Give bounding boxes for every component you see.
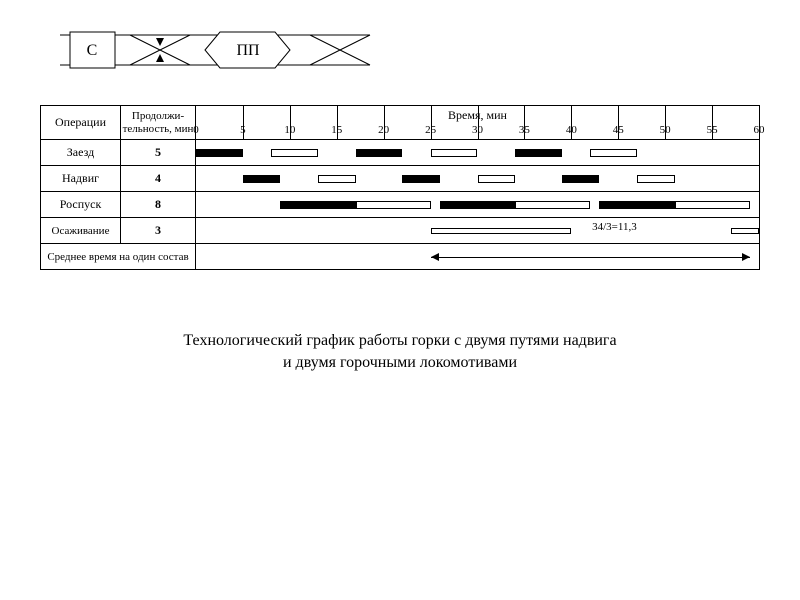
footer-label: Среднее время на один состав bbox=[41, 244, 196, 270]
op-timeline: 34/3=11,3 bbox=[196, 218, 760, 244]
gantt-bar bbox=[356, 149, 403, 157]
op-timeline bbox=[196, 192, 760, 218]
gantt-table: Операции Продолжи- тельность, мин Время,… bbox=[40, 105, 760, 270]
gantt-bar bbox=[637, 175, 675, 183]
gantt-bar bbox=[356, 201, 431, 209]
footer-row: Среднее время на один состав bbox=[41, 244, 760, 270]
table-row: Заезд 5 bbox=[41, 140, 760, 166]
op-timeline bbox=[196, 140, 760, 166]
track-schematic: С ПП bbox=[60, 20, 760, 85]
gantt-bar bbox=[243, 175, 281, 183]
op-duration: 8 bbox=[121, 192, 196, 218]
gantt-bar bbox=[271, 149, 318, 157]
op-duration: 4 bbox=[121, 166, 196, 192]
table-row: Осаживание 3 34/3=11,3 bbox=[41, 218, 760, 244]
op-duration: 3 bbox=[121, 218, 196, 244]
tick-label: 0 bbox=[193, 124, 199, 136]
track-right-label: ПП bbox=[236, 42, 260, 59]
header-duration: Продолжи- тельность, мин bbox=[121, 106, 196, 140]
op-name: Роспуск bbox=[41, 192, 121, 218]
gantt-bar bbox=[431, 228, 572, 234]
gantt-bar bbox=[562, 175, 600, 183]
header-row: Операции Продолжи- тельность, мин Время,… bbox=[41, 106, 760, 140]
gantt-bar bbox=[440, 201, 515, 209]
annotation-text: 34/3=11,3 bbox=[590, 221, 639, 233]
gantt-bar bbox=[478, 175, 516, 183]
op-duration: 5 bbox=[121, 140, 196, 166]
table-row: Роспуск 8 bbox=[41, 192, 760, 218]
gantt-bar bbox=[590, 149, 637, 157]
gantt-bar bbox=[731, 228, 759, 234]
gantt-bar bbox=[431, 149, 478, 157]
gantt-bar bbox=[675, 201, 750, 209]
gantt-bar bbox=[402, 175, 440, 183]
header-operations: Операции bbox=[41, 106, 121, 140]
gantt-bar bbox=[196, 149, 243, 157]
op-timeline bbox=[196, 166, 760, 192]
gantt-bar bbox=[280, 201, 355, 209]
gantt-bar bbox=[515, 149, 562, 157]
header-time: Время, мин 051015202530354045505560 bbox=[196, 106, 760, 140]
op-name: Надвиг bbox=[41, 166, 121, 192]
gantt-bar bbox=[318, 175, 356, 183]
track-svg: С ПП bbox=[60, 20, 380, 80]
figure-caption: Технологический график работы горки с дв… bbox=[40, 330, 760, 375]
op-name: Заезд bbox=[41, 140, 121, 166]
op-name: Осаживание bbox=[41, 218, 121, 244]
footer-timeline bbox=[196, 244, 760, 270]
gantt-bar bbox=[515, 201, 590, 209]
gantt-bar bbox=[599, 201, 674, 209]
track-left-label: С bbox=[87, 42, 98, 59]
table-row: Надвиг 4 bbox=[41, 166, 760, 192]
